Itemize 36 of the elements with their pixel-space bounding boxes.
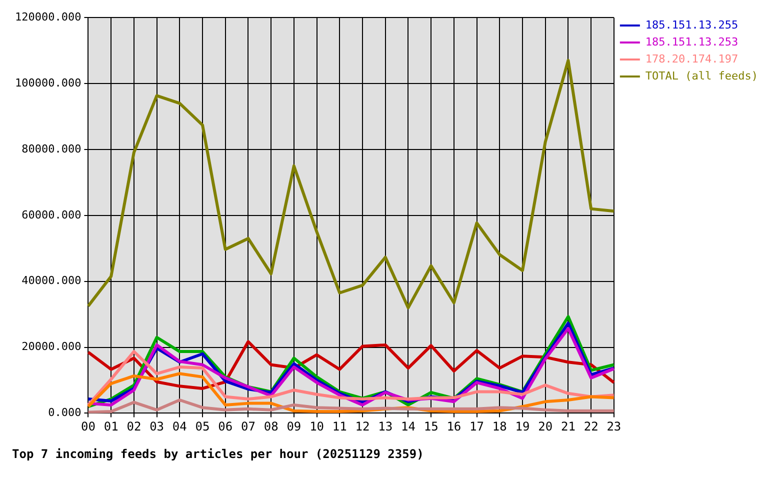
x-tick-label: 03 (150, 420, 164, 434)
legend-label: 185.151.13.255 (645, 18, 738, 32)
x-tick-label: 10 (310, 420, 324, 434)
y-tick-label: 40000.000 (22, 274, 82, 288)
x-tick-label: 17 (470, 420, 484, 434)
x-tick-label: 15 (424, 420, 438, 434)
legend-label: 178.20.174.197 (645, 52, 738, 66)
x-tick-label: 06 (218, 420, 233, 434)
y-tick-label: 120000.000 (14, 10, 82, 24)
y-tick-label: 20000.000 (22, 340, 82, 354)
x-tick-label: 09 (286, 420, 302, 434)
x-tick-label: 21 (560, 420, 576, 434)
y-tick-label: 80000.000 (22, 142, 82, 156)
x-tick-label: 04 (172, 420, 187, 434)
legend-label: 185.151.13.253 (645, 35, 738, 48)
x-tick-label: 02 (126, 420, 142, 434)
y-tick-label: 60000.000 (22, 208, 82, 222)
x-tick-label: 00 (81, 420, 96, 434)
x-tick-label: 01 (104, 420, 118, 434)
x-tick-label: 19 (515, 420, 530, 434)
legend-label: TOTAL (all feeds) (645, 69, 758, 82)
x-tick-label: 14 (400, 420, 416, 434)
x-tick-label: 05 (195, 420, 210, 434)
x-tick-label: 23 (606, 420, 622, 434)
x-tick-label: 08 (264, 420, 278, 434)
y-tick-label: 100000.000 (14, 76, 82, 90)
x-tick-label: 20 (538, 420, 553, 434)
x-tick-label: 18 (492, 420, 507, 434)
x-tick-label: 07 (240, 420, 256, 434)
x-tick-label: 12 (355, 420, 370, 434)
x-tick-label: 22 (584, 420, 598, 434)
x-tick-label: 13 (378, 420, 393, 434)
x-tick-label: 16 (446, 420, 462, 434)
y-tick-label: 0.000 (48, 406, 82, 420)
x-tick-label: 11 (332, 420, 347, 434)
text: Top 7 incoming feeds by articles per hour (20251129 2359) (12, 446, 424, 461)
